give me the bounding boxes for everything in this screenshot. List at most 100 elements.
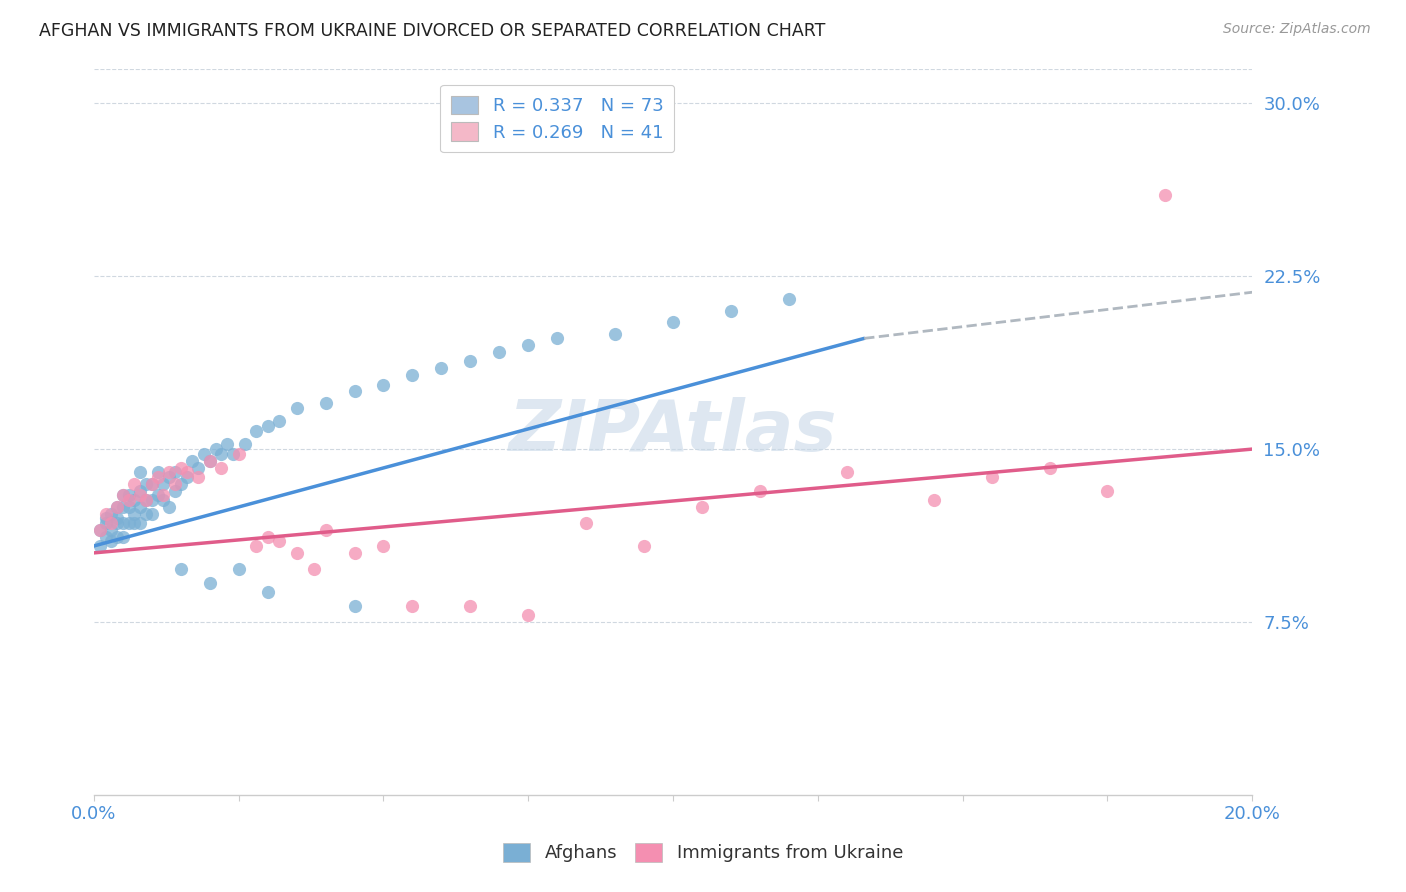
Point [256,419,278,434]
Point [111,516,134,530]
Point [517,338,540,352]
Point [135,476,157,491]
Point [152,488,174,502]
Point [835,465,858,479]
Point [187,469,209,483]
Point [633,539,655,553]
Point [129,516,152,530]
Point [343,384,366,399]
Point [269,414,291,428]
Point [111,488,134,502]
Point [488,345,510,359]
Point [146,465,169,479]
Point [170,562,193,576]
Point [118,516,141,530]
Point [193,447,215,461]
Point [256,530,278,544]
Point [135,507,157,521]
Text: AFGHAN VS IMMIGRANTS FROM UKRAINE DIVORCED OR SEPARATED CORRELATION CHART: AFGHAN VS IMMIGRANTS FROM UKRAINE DIVORC… [39,22,825,40]
Legend: Afghans, Immigrants from Ukraine: Afghans, Immigrants from Ukraine [496,836,910,870]
Point [460,599,482,613]
Point [163,465,186,479]
Point [430,361,453,376]
Point [1154,188,1177,202]
Point [124,476,146,491]
Point [124,492,146,507]
Point [198,453,221,467]
Point [111,530,134,544]
Point [176,465,198,479]
Point [141,507,163,521]
Point [198,575,221,590]
Text: Source: ZipAtlas.com: Source: ZipAtlas.com [1223,22,1371,37]
Point [152,476,174,491]
Point [343,546,366,560]
Point [256,585,278,599]
Point [141,492,163,507]
Point [315,523,337,537]
Point [105,516,128,530]
Point [222,447,245,461]
Point [460,354,482,368]
Point [748,483,770,498]
Point [187,460,209,475]
Point [89,523,111,537]
Point [105,511,128,525]
Point [720,303,742,318]
Point [198,453,221,467]
Point [124,516,146,530]
Point [100,534,122,549]
Point [1038,460,1060,475]
Point [285,401,308,415]
Point [89,523,111,537]
Point [129,488,152,502]
Point [233,437,256,451]
Point [118,492,141,507]
Point [662,315,685,329]
Point [100,507,122,521]
Point [1097,483,1119,498]
Point [152,492,174,507]
Point [245,424,267,438]
Point [118,500,141,514]
Point [922,492,945,507]
Point [129,500,152,514]
Point [269,534,291,549]
Point [517,608,540,623]
Point [228,562,250,576]
Point [209,460,232,475]
Point [135,492,157,507]
Point [129,465,152,479]
Point [111,500,134,514]
Point [89,539,111,553]
Point [176,469,198,483]
Point [401,368,423,383]
Point [100,523,122,537]
Point [315,396,337,410]
Point [302,562,325,576]
Point [181,453,204,467]
Point [146,488,169,502]
Point [105,500,128,514]
Point [228,447,250,461]
Point [980,469,1002,483]
Point [94,511,117,525]
Point [141,476,163,491]
Point [157,500,180,514]
Point [141,476,163,491]
Point [217,437,239,451]
Point [94,530,117,544]
Point [129,483,152,498]
Point [100,516,122,530]
Point [105,500,128,514]
Point [94,516,117,530]
Point [401,599,423,613]
Point [546,331,568,345]
Point [690,500,713,514]
Point [157,469,180,483]
Point [146,469,169,483]
Point [170,460,193,475]
Point [245,539,267,553]
Text: ZIPAtlas: ZIPAtlas [509,397,838,467]
Point [157,465,180,479]
